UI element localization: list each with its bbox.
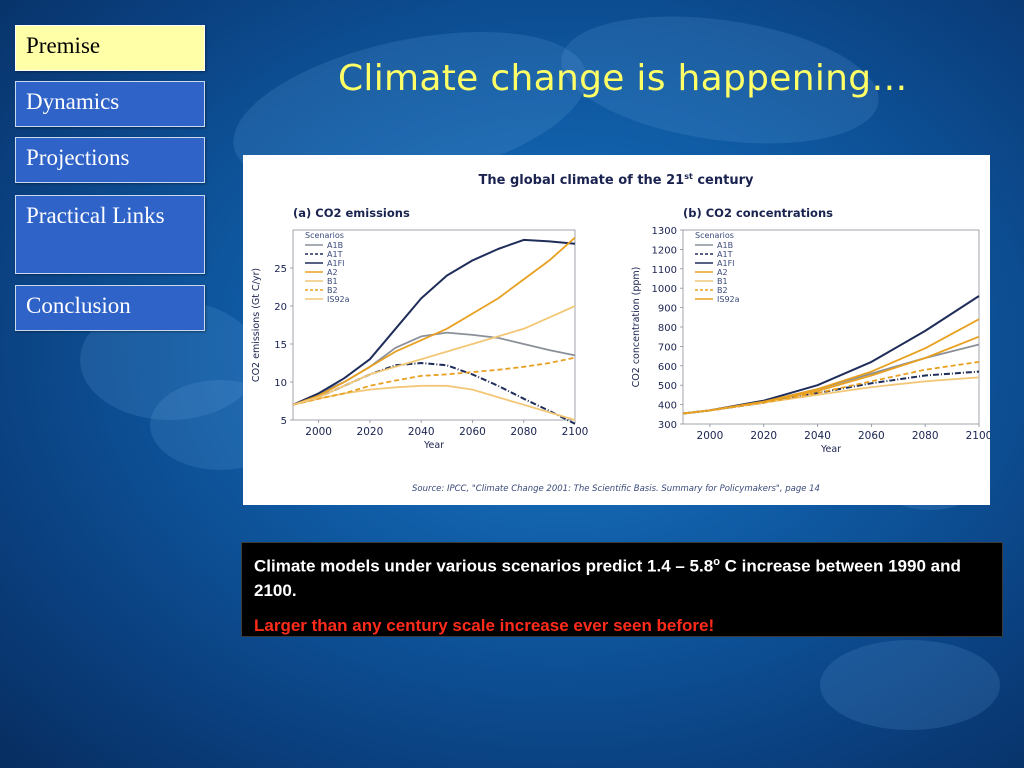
series-line-b2 <box>292 356 576 406</box>
legend-entry: A1T <box>327 250 343 259</box>
y-tick-label: 300 <box>658 420 677 431</box>
y-tick-label: 500 <box>658 381 677 392</box>
climate-charts: The global climate of the 21st century S… <box>251 172 992 494</box>
x-tick-label: 2060 <box>459 426 486 438</box>
figure-heading: The global climate of the 21st century <box>479 172 755 188</box>
nav-item-dynamics[interactable]: Dynamics <box>15 81 205 127</box>
y-tick-label: 700 <box>658 342 677 353</box>
x-tick-label: 2020 <box>357 426 384 438</box>
legend-entry: A1B <box>327 241 343 250</box>
x-tick-label: 2040 <box>408 426 435 438</box>
y-tick-label: 5 <box>281 416 287 427</box>
legend-title: Scenarios <box>695 231 734 240</box>
x-tick-label: 2040 <box>804 430 831 442</box>
legend-entry: IS92a <box>327 295 350 304</box>
nav-item-label: Conclusion <box>26 293 131 318</box>
y-tick-label: 900 <box>658 304 677 315</box>
chart-title: (a) CO2 emissions <box>293 206 410 220</box>
legend-entry: B1 <box>717 277 728 286</box>
y-tick-label: 1100 <box>652 265 677 276</box>
x-tick-label: 2000 <box>697 430 724 442</box>
x-tick-label: 2000 <box>305 426 332 438</box>
x-tick-label: 2100 <box>966 430 990 442</box>
y-tick-label: 1200 <box>652 245 677 256</box>
y-tick-label: 800 <box>658 323 677 334</box>
y-axis-label: CO2 emissions (Gt C/yr) <box>251 268 262 382</box>
x-axis-label: Year <box>820 444 841 455</box>
series-line-is92a <box>292 305 576 406</box>
nav-item-label: Projections <box>26 145 130 170</box>
y-tick-label: 600 <box>658 362 677 373</box>
slide-title: Climate change is happening… <box>338 58 908 99</box>
x-tick-label: 2080 <box>510 426 537 438</box>
nav-item-label: Premise <box>26 33 101 58</box>
y-tick-label: 1300 <box>652 226 677 237</box>
y-tick-label: 400 <box>658 401 677 412</box>
y-tick-label: 10 <box>274 378 287 389</box>
nav-item-projections[interactable]: Projections <box>15 137 205 183</box>
y-tick-label: 20 <box>274 302 287 313</box>
caption-highlight: Larger than any century scale increase e… <box>254 615 715 635</box>
nav-item-label: Practical Links <box>26 203 165 228</box>
nav-item-practical-links[interactable]: Practical Links <box>15 195 205 274</box>
legend-entry: A1T <box>717 250 733 259</box>
y-tick-label: 1000 <box>652 284 677 295</box>
legend-entry: A1FI <box>717 259 735 268</box>
y-tick-label: 25 <box>274 264 287 275</box>
legend-entry: B2 <box>717 286 728 295</box>
legend-entry: A2 <box>717 268 728 277</box>
legend-entry: A1B <box>717 241 733 250</box>
legend-entry: A1FI <box>327 259 345 268</box>
y-axis-label: CO2 concentration (ppm) <box>631 267 642 388</box>
x-tick-label: 2020 <box>750 430 777 442</box>
x-tick-label: 2080 <box>912 430 939 442</box>
legend-entry: A2 <box>327 268 338 277</box>
x-tick-label: 2100 <box>562 426 589 438</box>
climate-figure: The global climate of the 21st century S… <box>243 155 992 505</box>
legend-title: Scenarios <box>305 231 344 240</box>
x-tick-label: 2060 <box>858 430 885 442</box>
nav-item-conclusion[interactable]: Conclusion <box>15 285 205 331</box>
series-line-is92a <box>682 335 980 415</box>
caption-text: Climate models under various scenarios p… <box>254 556 961 600</box>
figure-source: Source: IPCC, "Climate Change 2001: The … <box>412 484 820 494</box>
nav-item-label: Dynamics <box>26 89 120 114</box>
y-tick-label: 15 <box>274 340 287 351</box>
series-line-a1t <box>292 362 576 425</box>
x-axis-label: Year <box>423 440 444 451</box>
legend-entry: B1 <box>327 277 338 286</box>
legend-entry: IS92a <box>717 295 740 304</box>
chart-title: (b) CO2 concentrations <box>683 206 833 220</box>
nav-item-premise[interactable]: Premise <box>15 25 205 71</box>
series-line-a1fi <box>292 238 576 406</box>
caption-box: Climate models under various scenarios p… <box>241 542 1003 637</box>
series-line-a2 <box>292 236 576 406</box>
legend-entry: B2 <box>327 286 338 295</box>
